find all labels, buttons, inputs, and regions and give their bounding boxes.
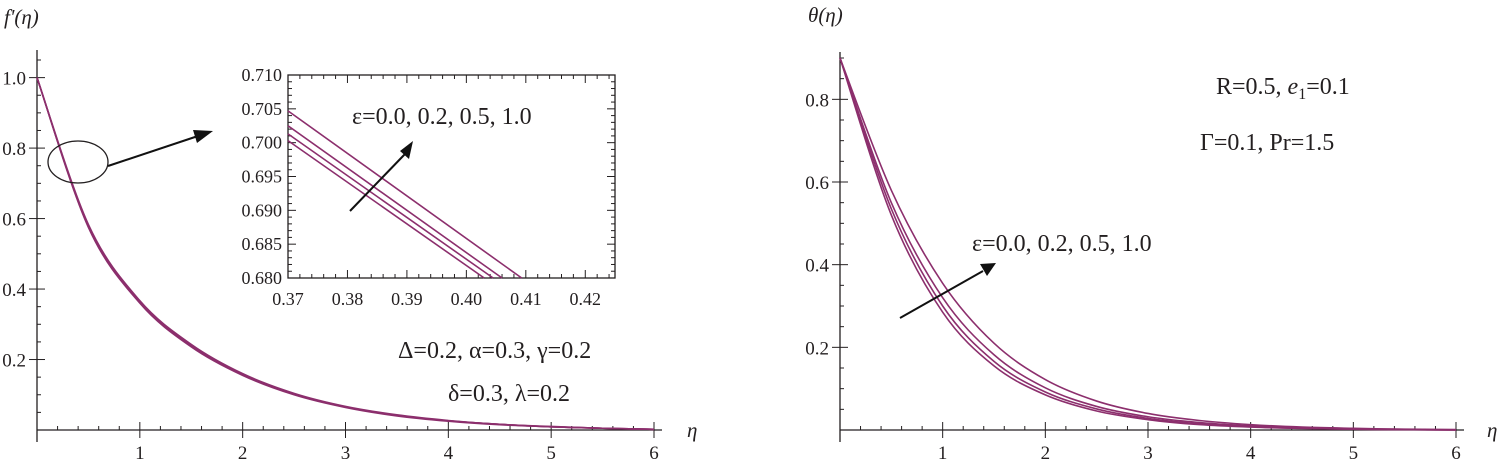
inset-y-tick-label: 0.700 <box>242 133 283 153</box>
zoom-arrow-head <box>193 130 213 143</box>
x-tick-label: 3 <box>1143 443 1153 463</box>
zoom-arrow <box>107 135 199 167</box>
zoom-ellipse <box>47 140 109 184</box>
left-params-line2: δ=0.3, λ=0.2 <box>448 381 570 407</box>
inset-x-tick-label: 0.38 <box>332 289 364 309</box>
y-tick-label: 0.8 <box>805 90 829 111</box>
inset-series-line-0 <box>287 139 485 279</box>
inset-x-tick-label: 0.39 <box>391 289 423 309</box>
inset-frame <box>287 74 616 279</box>
right-trend-arrow <box>899 270 984 319</box>
x-tick-label: 5 <box>1349 443 1359 463</box>
left-params-line1: Δ=0.2, α=0.3, γ=0.2 <box>398 338 591 364</box>
inset-y-tick-label: 0.710 <box>242 65 283 85</box>
x-tick-label: 5 <box>546 443 556 463</box>
y-tick-label: 0.2 <box>805 338 829 359</box>
inset-y-tick-label: 0.680 <box>242 268 283 288</box>
x-tick-label: 2 <box>1041 443 1051 463</box>
series-line-3 <box>36 77 655 431</box>
inset-y-tick-label: 0.685 <box>242 234 283 254</box>
x-tick-label: 1 <box>135 443 145 463</box>
x-tick-label: 1 <box>938 443 948 463</box>
inset-series-line-3 <box>287 110 523 279</box>
x-tick-label: 6 <box>649 443 659 463</box>
inset-curves <box>287 110 523 279</box>
right-panel: θ(η) η 1 2 3 4 5 60.20.40.60.8 R=0.5, e1=0.1 … <box>805 3 1497 463</box>
x-tick-label: 3 <box>341 443 351 463</box>
left-panel: f'(η) η 1 2 3 4 5 60.20.40.60.81.0 0.37 0.38 0.… <box>2 5 697 463</box>
x-tick-label: 2 <box>238 443 248 463</box>
inset-plot: 0.37 0.38 0.39 0.40 0.41 0.42 0.680 0.685 0.690 0… <box>242 65 616 309</box>
inset-x-tick-label: 0.37 <box>272 289 304 309</box>
right-trend-arrow-head <box>980 263 996 276</box>
inset-y-tick-label: 0.690 <box>242 200 283 220</box>
inset-x-tick-label: 0.40 <box>451 289 483 309</box>
right-params-line1: R=0.5, e1=0.1 <box>1216 74 1350 103</box>
x-tick-label: 6 <box>1451 443 1461 463</box>
left-axes: 1 2 3 4 5 6 0.2 0.4 0.6 0.8 1.0 <box>2 50 662 463</box>
left-y-axis-label: f'(η) <box>4 5 39 29</box>
inset-trend-arrow-head <box>400 141 413 159</box>
y-tick-label: 0.2 <box>2 351 26 372</box>
right-axes: 1 2 3 4 5 6 0.2 0.4 0.6 0.8 <box>805 52 1464 463</box>
right-y-axis-label: θ(η) <box>808 3 843 27</box>
right-curves <box>839 57 1457 431</box>
y-tick-label: 0.6 <box>805 173 829 194</box>
y-tick-label: 1.0 <box>2 69 26 90</box>
series-line-3 <box>839 57 1457 431</box>
inset-x-tick-label: 0.42 <box>570 289 602 309</box>
x-tick-label: 4 <box>1246 443 1256 463</box>
inset-epsilon-label: ε=0.0, 0.2, 0.5, 1.0 <box>352 104 532 130</box>
right-params-line2: Γ=0.1, Pr=1.5 <box>1200 130 1334 156</box>
y-tick-label: 0.4 <box>2 280 26 301</box>
inset-series-line-2 <box>287 125 503 279</box>
y-tick-label: 0.6 <box>2 210 26 231</box>
inset-x-tick-label: 0.41 <box>510 289 542 309</box>
inset-axes: 0.37 0.38 0.39 0.40 0.41 0.42 0.680 0.685 0.690 0… <box>242 65 615 309</box>
inset-trend-arrow <box>349 153 406 212</box>
inset-series-line-1 <box>287 133 494 279</box>
x-tick-label: 4 <box>444 443 454 463</box>
left-curves <box>36 77 655 431</box>
left-x-axis-label: η <box>687 418 697 442</box>
right-epsilon-label: ε=0.0, 0.2, 0.5, 1.0 <box>972 231 1152 257</box>
inset-y-tick-label: 0.705 <box>242 99 283 119</box>
y-tick-label: 0.4 <box>805 256 829 277</box>
inset-y-tick-label: 0.695 <box>242 167 283 187</box>
right-x-axis-label: η <box>1487 418 1497 442</box>
y-tick-label: 0.8 <box>2 139 26 160</box>
